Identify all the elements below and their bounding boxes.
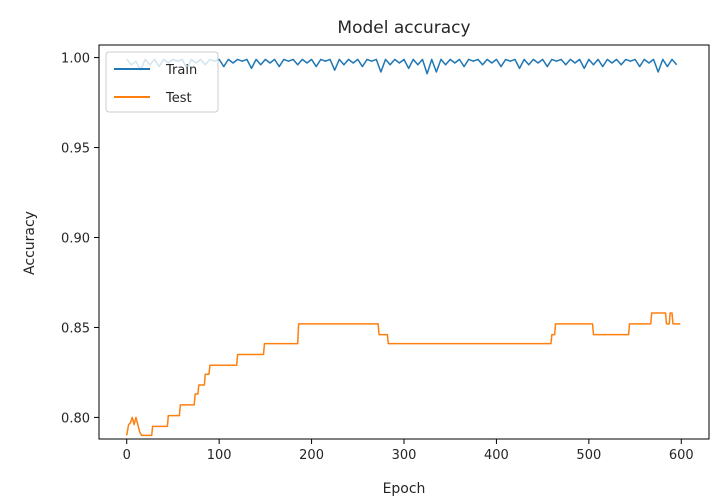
y-tick-label: 0.85 xyxy=(61,321,90,336)
x-axis: 0 100 200 300 400 500 600 xyxy=(123,439,694,463)
legend-label-train: Train xyxy=(165,63,197,78)
y-tick-label: 0.95 xyxy=(61,142,90,157)
y-tick-label: 1.00 xyxy=(61,52,90,67)
x-tick-label: 200 xyxy=(299,448,324,463)
x-tick-label: 100 xyxy=(207,448,232,463)
x-tick-label: 600 xyxy=(669,448,694,463)
y-axis-title: Accuracy xyxy=(22,211,38,275)
series-line-test xyxy=(125,312,681,437)
x-tick-label: 0 xyxy=(123,448,131,463)
legend-box xyxy=(105,51,219,113)
x-tick-label: 400 xyxy=(484,448,509,463)
x-axis-title: Epoch xyxy=(383,481,426,497)
y-tick-label: 0.90 xyxy=(61,232,90,247)
y-tick-label: 0.80 xyxy=(61,411,90,426)
legend: Train Test xyxy=(105,51,219,113)
x-tick-label: 300 xyxy=(392,448,417,463)
x-tick-label: 500 xyxy=(576,448,601,463)
legend-label-test: Test xyxy=(165,91,192,106)
y-axis: 0.80 0.85 0.90 0.95 1.00 xyxy=(61,52,99,426)
chart-title: Model accuracy xyxy=(337,18,470,38)
